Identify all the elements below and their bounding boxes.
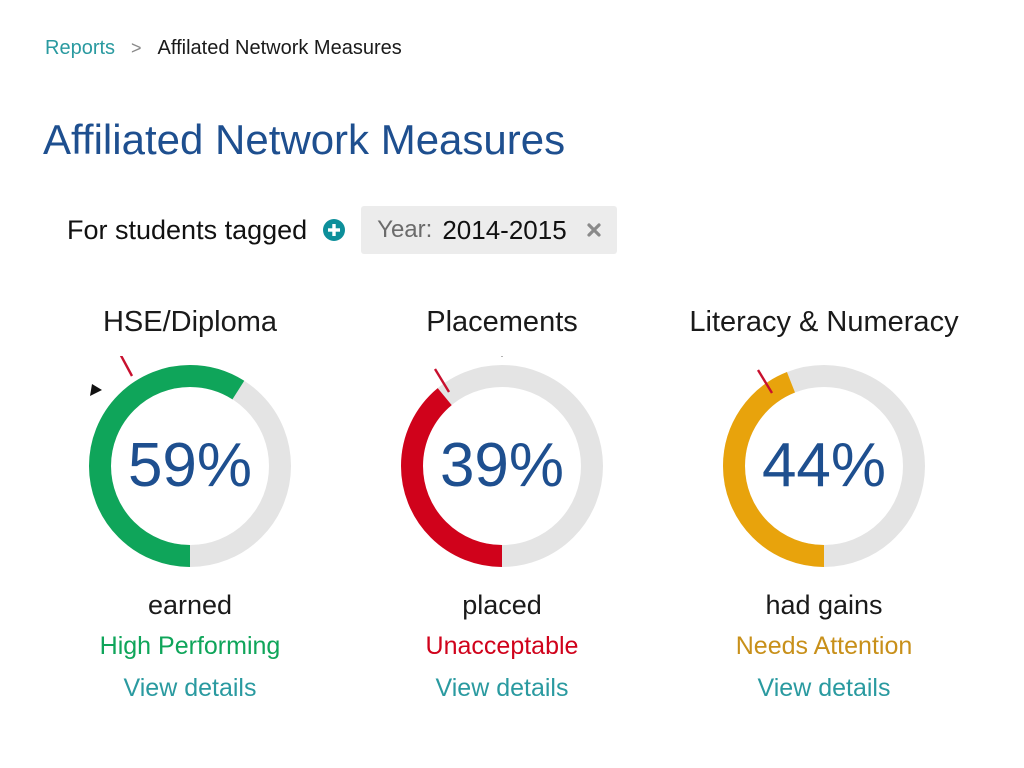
breadcrumb-current: Affilated Network Measures [157, 37, 402, 59]
gauge-target-marker [756, 369, 774, 394]
gauge-target-marker [433, 368, 451, 393]
view-details-link[interactable]: View details [123, 674, 257, 702]
gauge: 44% [714, 356, 934, 576]
gauge-progress-arc [89, 365, 291, 567]
page-title: Affiliated Network Measures [43, 116, 566, 163]
gauge-ring [723, 365, 925, 567]
metric-title: Literacy & Numeracy [689, 306, 959, 338]
plus-circle-icon[interactable] [323, 219, 346, 241]
gauge-progress-arc [401, 365, 603, 567]
metric-card-hse-diploma: HSE/Diploma 59% earned High Performing V… [30, 302, 350, 706]
gauge-ring [401, 356, 603, 567]
metric-card-placements: Placements 39% placed Unacceptable View … [342, 302, 662, 706]
gauge-value: 44% [761, 431, 887, 500]
metric-title: HSE/Diploma [102, 306, 278, 338]
view-details-link[interactable]: View details [757, 674, 891, 702]
filter-label: For students tagged [67, 214, 308, 245]
breadcrumb-separator: > [131, 38, 142, 58]
metric-caption: had gains [765, 590, 883, 620]
gauge-benchmark-marker [90, 384, 102, 396]
chip-key: Year: [377, 216, 433, 243]
gauge-progress-arc [723, 365, 925, 567]
gauge: 59% [80, 356, 300, 576]
chip-value: 2014-2015 [442, 214, 567, 245]
gauge-benchmark-marker [501, 356, 503, 357]
close-icon[interactable] [587, 223, 601, 237]
breadcrumb: Reports > Affilated Network Measures [45, 37, 402, 60]
gauge-target-marker [119, 356, 134, 377]
gauge-ring [89, 356, 291, 567]
metric-status: Unacceptable [425, 632, 579, 660]
breadcrumb-reports-link[interactable]: Reports [45, 37, 116, 59]
filter-row: For students tagged Year: 2014-2015 [67, 206, 617, 254]
metric-card-literacy-numeracy: Literacy & Numeracy 44% had gains Needs … [664, 302, 984, 706]
year-filter-chip: Year: 2014-2015 [361, 206, 617, 254]
metric-title: Placements [426, 306, 578, 338]
metric-caption: placed [462, 590, 542, 620]
view-details-link[interactable]: View details [435, 674, 569, 702]
metric-caption: earned [147, 590, 233, 620]
gauge-value: 39% [439, 431, 565, 500]
metric-status: Needs Attention [735, 632, 913, 660]
metric-status: High Performing [99, 632, 281, 660]
gauge-value: 59% [127, 431, 253, 500]
gauge: 39% [392, 356, 612, 576]
